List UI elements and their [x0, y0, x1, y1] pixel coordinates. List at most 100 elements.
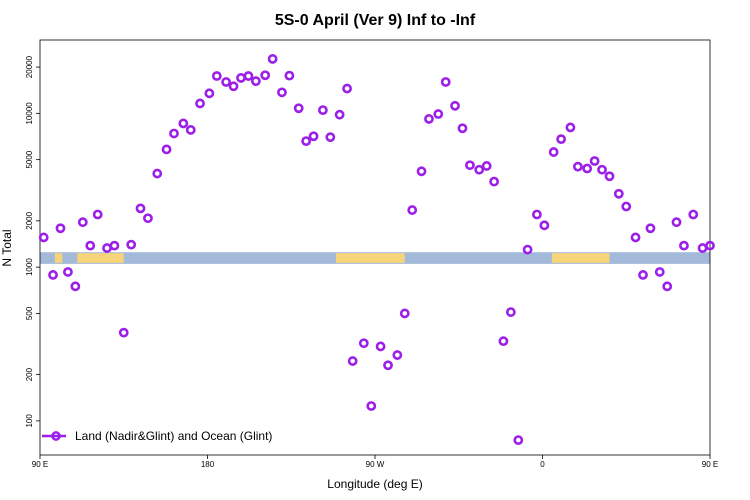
data-point — [440, 77, 451, 87]
data-point — [565, 122, 576, 133]
data-point — [489, 176, 500, 187]
data-point — [572, 161, 583, 172]
legend: Land (Nadir&Glint) and Ocean (Glint) — [42, 429, 272, 443]
data-point — [582, 163, 593, 174]
data-point — [705, 240, 715, 251]
data-point — [118, 327, 129, 338]
data-point — [70, 281, 81, 292]
x-tick-label: 90 W — [366, 460, 385, 469]
data-point — [662, 281, 673, 292]
data-point — [250, 76, 261, 87]
data-point — [630, 232, 641, 243]
data-point — [638, 270, 648, 280]
x-axis-label: Longitude (deg E) — [327, 477, 422, 491]
data-point — [392, 350, 403, 360]
data-point — [522, 244, 533, 255]
y-tick-label: 2000 — [25, 211, 34, 229]
data-point — [342, 83, 352, 94]
data-point — [407, 205, 418, 215]
data-point — [228, 81, 239, 92]
data-point — [645, 223, 656, 234]
data-point — [347, 356, 358, 366]
data-point — [301, 136, 312, 147]
data-point — [334, 109, 345, 120]
chart-title: 5S-0 April (Ver 9) Inf to -Inf — [275, 12, 476, 29]
data-point — [38, 232, 49, 243]
data-point — [465, 160, 475, 171]
data-point — [211, 71, 222, 81]
data-point — [604, 171, 615, 182]
data-point — [92, 209, 103, 220]
land-ocean-band — [40, 252, 710, 264]
data-point — [597, 164, 607, 175]
x-tick-label: 180 — [201, 460, 215, 469]
data-point — [284, 70, 295, 81]
data-point — [77, 217, 88, 228]
data-point — [109, 240, 120, 251]
x-tick-label: 90 E — [32, 460, 48, 469]
data-point — [260, 70, 271, 81]
y-tick-label: 20000 — [25, 55, 34, 78]
data-point — [308, 131, 319, 142]
land-segment — [335, 253, 405, 263]
data-point — [135, 203, 146, 214]
data-point — [126, 239, 137, 250]
y-tick-label: 500 — [25, 306, 34, 320]
data-point — [548, 147, 559, 157]
data-point — [416, 166, 427, 177]
data-point — [293, 103, 304, 114]
data-points — [38, 54, 715, 445]
data-point — [474, 164, 485, 175]
data-point — [383, 360, 393, 371]
data-point — [433, 109, 444, 119]
legend-marker-swatch — [51, 431, 61, 441]
data-point — [481, 161, 492, 171]
data-point — [498, 336, 509, 347]
data-point — [243, 71, 254, 81]
data-point — [505, 307, 516, 317]
y-tick-label: 200 — [25, 367, 34, 381]
y-tick-label: 5000 — [25, 150, 34, 168]
data-point — [317, 105, 328, 116]
data-point — [204, 88, 215, 99]
data-point — [85, 240, 96, 251]
data-point — [375, 341, 386, 352]
y-axis-label: N Total — [0, 229, 14, 266]
x-axis: 90 E 180 90 W 0 90 E — [32, 455, 718, 469]
data-point — [671, 217, 682, 228]
data-point — [185, 125, 196, 135]
data-point — [143, 213, 153, 224]
y-axis: 100 200 500 1000 2000 5000 10000 20000 — [25, 55, 40, 428]
land-segment — [77, 253, 124, 263]
data-point — [556, 134, 567, 145]
data-point — [539, 220, 550, 231]
data-point — [267, 54, 278, 64]
data-point — [178, 118, 189, 129]
data-point — [613, 188, 624, 199]
data-point — [399, 308, 410, 319]
data-point — [55, 223, 66, 234]
data-point — [424, 114, 434, 124]
data-point — [457, 123, 468, 134]
data-point — [152, 168, 163, 179]
data-point — [654, 267, 665, 277]
data-point — [221, 77, 232, 87]
data-point — [358, 338, 369, 349]
legend-series-label: Land (Nadir&Glint) and Ocean (Glint) — [75, 429, 272, 443]
data-point — [513, 435, 524, 445]
y-tick-label: 1000 — [25, 258, 34, 276]
data-point — [48, 270, 58, 280]
y-tick-label: 10000 — [25, 102, 34, 125]
data-point — [366, 401, 377, 411]
data-point — [277, 87, 287, 98]
data-point — [589, 156, 600, 166]
x-tick-label: 90 E — [702, 460, 718, 469]
land-segment — [551, 253, 610, 263]
data-point — [688, 209, 699, 220]
data-point — [621, 201, 632, 212]
data-point — [532, 209, 542, 220]
data-point — [325, 132, 336, 143]
x-tick-label: 0 — [540, 460, 545, 469]
